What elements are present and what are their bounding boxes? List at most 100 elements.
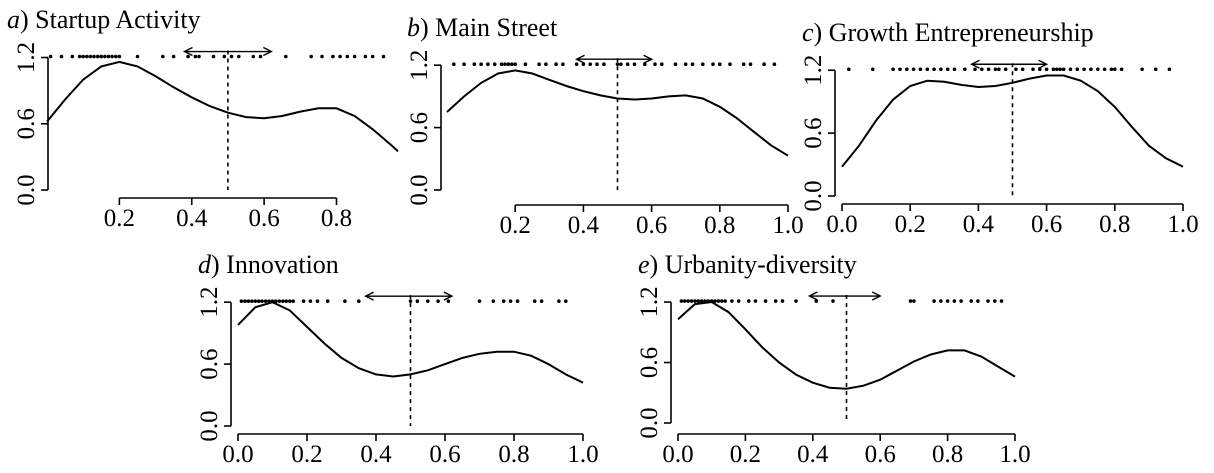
rug-point — [693, 299, 697, 303]
rug-point — [1038, 67, 1042, 72]
rug-point — [1020, 67, 1025, 72]
rug-point — [891, 67, 895, 72]
panel-name: ) Main Street — [420, 13, 558, 42]
rug-point — [491, 299, 496, 303]
rug-point — [780, 299, 785, 303]
rug-point — [741, 62, 746, 66]
panel-c: c) Growth Entrepreneurship 0.0 0.6 1.2 0.0 0.… — [800, 18, 1199, 238]
rug-point — [1140, 67, 1144, 72]
x-tick-label: 0.6 — [1031, 211, 1062, 238]
panel-b: b) Main Street 0.0 0.6 1.2 0.2 0.4 0.6 0.8 1.0 — [406, 13, 804, 239]
panel-title: c) Growth Entrepreneurship — [802, 18, 1094, 47]
rug-point — [1061, 67, 1066, 72]
rug-point — [918, 67, 923, 72]
rug-point — [88, 54, 93, 59]
rug-point — [263, 299, 268, 303]
rug-point — [925, 67, 930, 72]
rug-point — [980, 67, 984, 72]
rug-point — [595, 62, 599, 66]
rug-point — [338, 54, 342, 59]
rug-point — [736, 299, 741, 303]
rug-point — [85, 54, 89, 59]
x-tick-label: 0.8 — [498, 441, 529, 468]
rug-point — [229, 54, 234, 59]
rug-point — [945, 299, 950, 303]
x-tick-label: 0.0 — [826, 211, 857, 238]
rug-point — [723, 299, 727, 303]
rug-point — [452, 62, 456, 66]
rug-point — [284, 299, 289, 303]
rug-point — [660, 62, 664, 66]
rug-point — [993, 299, 997, 303]
rug-point — [932, 299, 936, 303]
rug-point — [510, 62, 514, 66]
rug-point — [462, 62, 466, 66]
rug-point — [643, 62, 647, 66]
rug-point — [99, 54, 104, 59]
rug-point — [253, 299, 258, 303]
rug-point — [1119, 67, 1124, 72]
rug-point — [730, 299, 734, 303]
rug-point — [288, 299, 292, 303]
rug-point — [908, 299, 913, 303]
rug-point — [415, 299, 420, 303]
rug-point — [976, 299, 980, 303]
rug-point — [561, 62, 565, 66]
x-tick-label: 0.8 — [704, 212, 735, 239]
rug-point — [492, 62, 497, 66]
rug-point — [499, 62, 504, 66]
rug-point — [1068, 67, 1073, 72]
panel-letter: b — [407, 13, 420, 42]
rug-point — [673, 62, 678, 66]
x-tick-label: 0.8 — [1099, 211, 1130, 238]
rug-point — [186, 54, 190, 59]
arrow-head-right — [1038, 59, 1049, 69]
rug-point — [706, 299, 711, 303]
rug-point — [1003, 67, 1008, 72]
rug-point — [959, 299, 963, 303]
y-tick-label: 1.2 — [406, 50, 433, 81]
arrow-head-right — [871, 291, 882, 301]
rug-point — [117, 54, 122, 59]
rug-point — [436, 299, 440, 303]
rug-point — [135, 54, 140, 59]
rug-point — [508, 299, 513, 303]
x-tick-label: 0.6 — [248, 205, 279, 232]
rug-point — [426, 299, 430, 303]
x-tick-label: 0.4 — [963, 211, 995, 238]
rug-point — [703, 299, 707, 303]
rug-point — [479, 62, 483, 66]
rug-point — [870, 67, 875, 72]
rug-point — [713, 299, 717, 303]
rug-point — [911, 67, 916, 72]
rug-point — [653, 62, 657, 66]
x-tick-label: 0.2 — [730, 441, 761, 468]
rug-point — [999, 299, 1004, 303]
rug-point — [554, 62, 558, 66]
rug-point — [716, 299, 721, 303]
rug-point — [581, 62, 586, 66]
arrow-head-left — [970, 59, 980, 69]
rug-point — [963, 67, 967, 72]
rug-point — [686, 299, 690, 303]
x-tick-label: 0.8 — [932, 441, 963, 468]
rug-point — [537, 62, 541, 66]
y-tick-label: 0.0 — [196, 410, 223, 441]
rug-point — [513, 62, 517, 66]
rug-point — [701, 62, 705, 66]
rug-point — [325, 299, 330, 303]
y-tick-label: 0.6 — [13, 108, 40, 139]
rug-point — [277, 299, 282, 303]
rug-point — [683, 62, 688, 66]
rug-point — [728, 62, 732, 66]
panel-name: ) Startup Activity — [20, 5, 201, 34]
density-curve — [677, 300, 1016, 390]
rug-point — [696, 299, 700, 303]
arrow-head-left — [182, 46, 193, 57]
rug-point — [993, 67, 998, 72]
x-tick-label: 0.6 — [865, 441, 896, 468]
y-tick-label: 0.6 — [636, 347, 663, 378]
panel-d: d) Innovation 0.0 0.6 1.2 0.0 0.2 0.4 0.6 0.8 1.0 — [196, 250, 599, 468]
arrow-head-left — [807, 291, 818, 301]
